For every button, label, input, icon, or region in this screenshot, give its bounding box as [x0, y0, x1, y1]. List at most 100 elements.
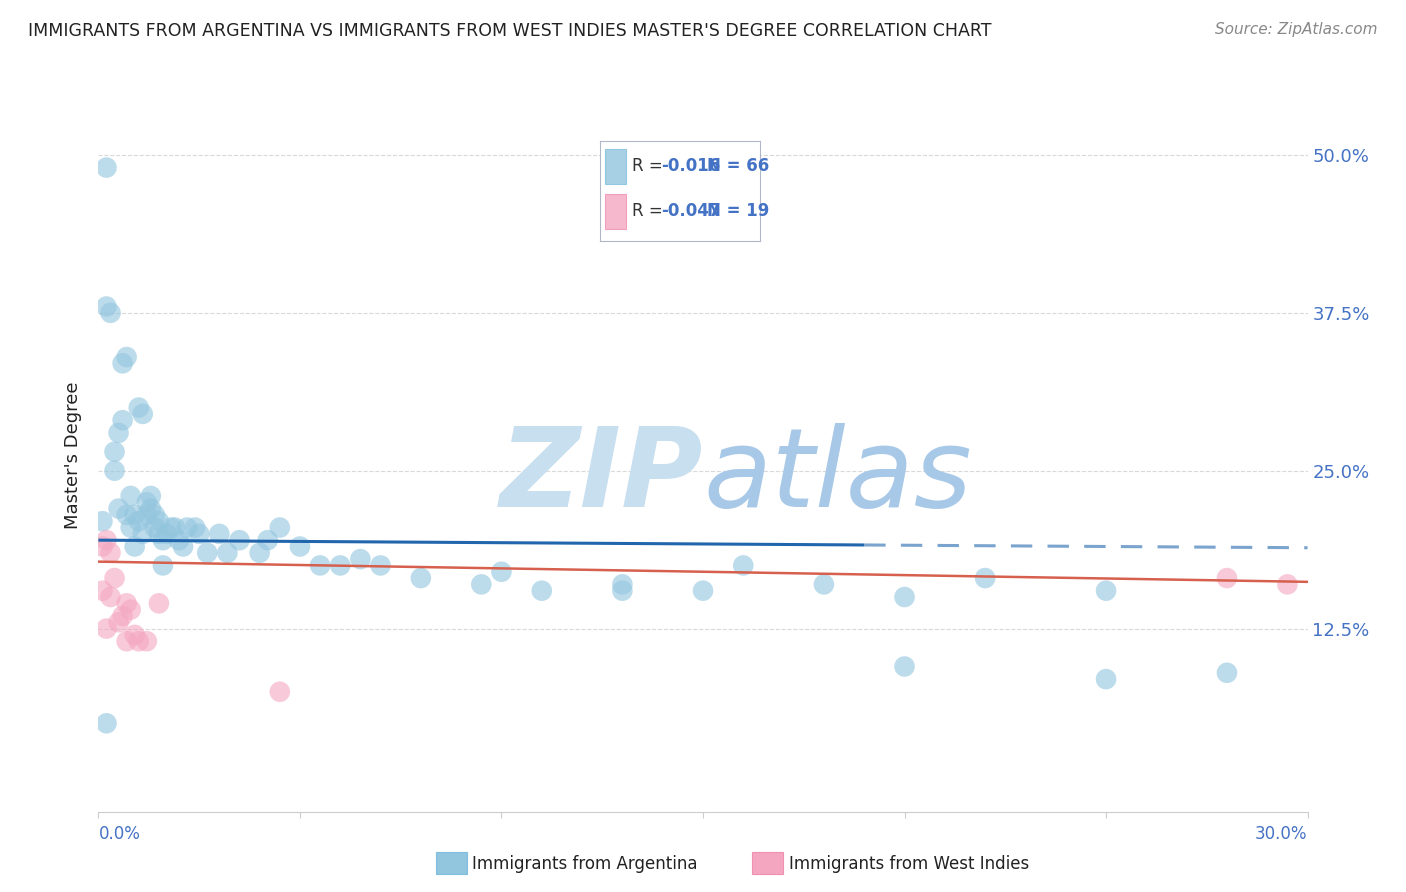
Point — [1216, 571, 1239, 585]
Point — [256, 533, 278, 548]
Point — [139, 501, 162, 516]
Point — [115, 508, 138, 522]
Point — [107, 425, 129, 440]
Y-axis label: Master's Degree: Master's Degree — [65, 381, 83, 529]
Point — [96, 161, 118, 175]
Point — [148, 596, 170, 610]
Point — [148, 514, 170, 528]
Point — [184, 520, 207, 534]
Bar — [605, 149, 626, 184]
Text: ZIP: ZIP — [499, 423, 703, 530]
Point — [152, 558, 174, 573]
Text: atlas: atlas — [703, 423, 972, 530]
Point — [115, 350, 138, 364]
Point — [249, 546, 271, 560]
Point — [128, 634, 150, 648]
Point — [309, 558, 332, 573]
Text: -0.016: -0.016 — [661, 157, 720, 176]
Point — [160, 520, 183, 534]
Point — [409, 571, 432, 585]
Point — [103, 464, 125, 478]
Point — [152, 533, 174, 548]
Point — [100, 546, 122, 560]
Text: N = 66: N = 66 — [707, 157, 769, 176]
Point — [1095, 672, 1118, 686]
Point — [96, 622, 118, 636]
Point — [349, 552, 371, 566]
Point — [96, 533, 118, 548]
Text: Immigrants from Argentina: Immigrants from Argentina — [472, 855, 697, 873]
Text: R =: R = — [633, 157, 668, 176]
Point — [115, 634, 138, 648]
Point — [124, 508, 146, 522]
Point — [135, 508, 157, 522]
Bar — [605, 194, 626, 229]
Text: Source: ZipAtlas.com: Source: ZipAtlas.com — [1215, 22, 1378, 37]
Point — [470, 577, 492, 591]
Point — [132, 526, 155, 541]
Text: -0.047: -0.047 — [661, 202, 720, 220]
Point — [103, 444, 125, 458]
Point — [135, 634, 157, 648]
Point — [115, 596, 138, 610]
Point — [148, 526, 170, 541]
Point — [143, 508, 166, 522]
Point — [208, 526, 231, 541]
Point — [167, 533, 190, 548]
Point — [103, 571, 125, 585]
Point — [269, 684, 291, 698]
Text: 0.0%: 0.0% — [98, 825, 141, 843]
Point — [491, 565, 513, 579]
Point — [163, 520, 186, 534]
Text: Immigrants from West Indies: Immigrants from West Indies — [789, 855, 1029, 873]
Point — [91, 583, 114, 598]
Point — [107, 615, 129, 630]
Text: R =: R = — [633, 202, 668, 220]
Point — [96, 716, 118, 731]
Point — [269, 520, 291, 534]
Point — [974, 571, 997, 585]
Point — [195, 546, 218, 560]
Point — [135, 495, 157, 509]
Point — [172, 540, 194, 554]
Point — [288, 540, 311, 554]
Point — [111, 413, 134, 427]
Point — [111, 356, 134, 370]
Point — [893, 659, 915, 673]
Point — [1095, 583, 1118, 598]
Point — [107, 501, 129, 516]
Point — [228, 533, 250, 548]
Point — [692, 583, 714, 598]
Point — [1216, 665, 1239, 680]
Point — [1277, 577, 1299, 591]
Point — [217, 546, 239, 560]
Point — [530, 583, 553, 598]
Point — [96, 300, 118, 314]
Text: N = 19: N = 19 — [707, 202, 769, 220]
Point — [91, 514, 114, 528]
Point — [128, 514, 150, 528]
Point — [139, 489, 162, 503]
Point — [188, 526, 211, 541]
Point — [128, 401, 150, 415]
Point — [120, 520, 142, 534]
Point — [111, 609, 134, 624]
Point — [132, 407, 155, 421]
Point — [893, 590, 915, 604]
Point — [124, 628, 146, 642]
Point — [100, 590, 122, 604]
Point — [124, 540, 146, 554]
Point — [813, 577, 835, 591]
Point — [733, 558, 755, 573]
Point — [176, 520, 198, 534]
Point — [91, 540, 114, 554]
Point — [156, 526, 179, 541]
Point — [120, 489, 142, 503]
Point — [612, 583, 634, 598]
Point — [370, 558, 392, 573]
Text: 30.0%: 30.0% — [1256, 825, 1308, 843]
Point — [329, 558, 352, 573]
Text: IMMIGRANTS FROM ARGENTINA VS IMMIGRANTS FROM WEST INDIES MASTER'S DEGREE CORRELA: IMMIGRANTS FROM ARGENTINA VS IMMIGRANTS … — [28, 22, 991, 40]
Point — [612, 577, 634, 591]
Point — [143, 520, 166, 534]
